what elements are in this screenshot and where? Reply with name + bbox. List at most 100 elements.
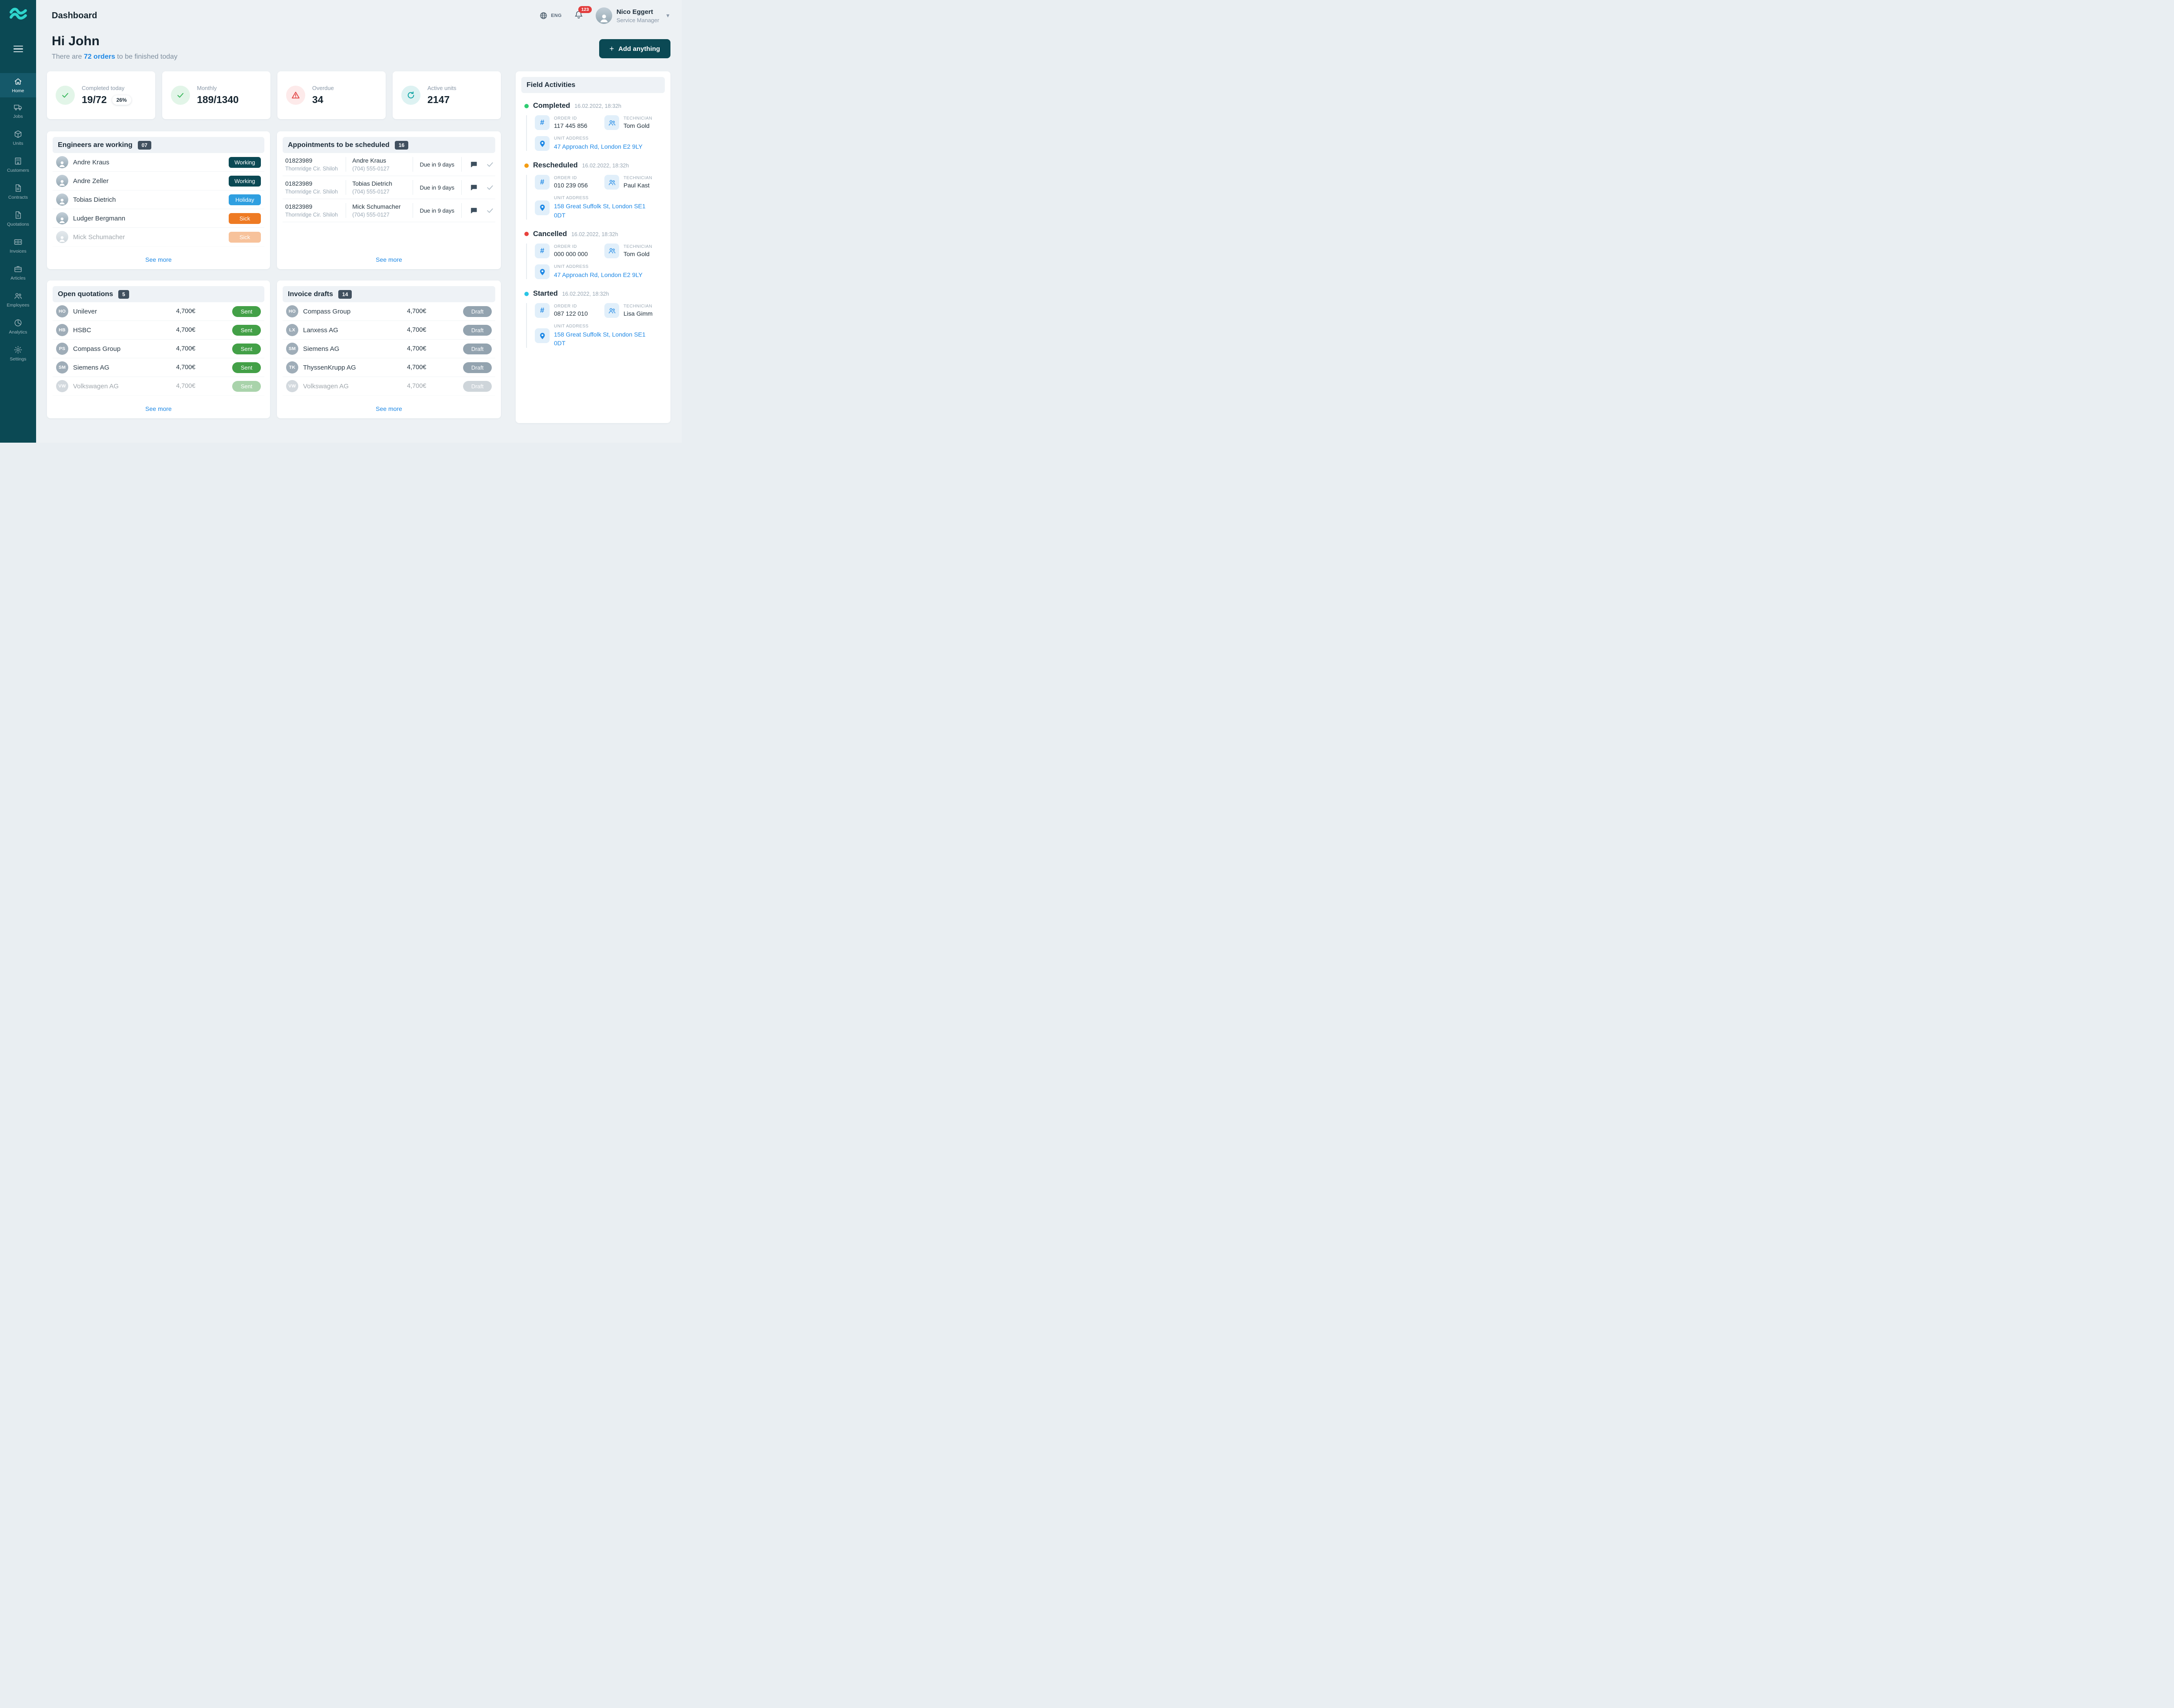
quotation-row[interactable]: HB HSBC 4,700€ Sent (53, 321, 264, 340)
status-badge: Sent (232, 343, 261, 354)
see-more-link[interactable]: See more (145, 405, 172, 412)
chat-icon[interactable] (470, 183, 478, 192)
order-id-value: 117 445 856 (554, 122, 587, 129)
technician-value: Lisa Gimm (624, 310, 653, 317)
sidebar-item-quotations[interactable]: $ Quotations (0, 205, 36, 232)
chat-icon[interactable] (470, 160, 478, 169)
due-label: Due in 9 days (412, 157, 462, 172)
sidebar-item-customers[interactable]: Customers (0, 151, 36, 178)
invoice-row[interactable]: LX Lanxess AG 4,700€ Draft (283, 321, 495, 340)
sidebar-item-analytics[interactable]: Analytics (0, 313, 36, 340)
order-id-icon: # (535, 175, 550, 190)
status-badge: Sent (232, 362, 261, 373)
sidebar-item-label: Home (12, 88, 24, 94)
status-badge: Sent (232, 306, 261, 317)
unit-address-link[interactable]: 158 Great Suffolk St, London SE1 0DT (554, 203, 646, 219)
company-avatar: VW (286, 380, 298, 392)
order-id-value: 010 239 056 (554, 182, 588, 189)
document-icon (15, 184, 21, 192)
company-name: Siemens AG (303, 345, 340, 353)
sidebar-item-label: Customers (7, 168, 29, 173)
avatar (56, 175, 68, 187)
field-activity-started: Started 16.02.2022, 18:32h # ORDER ID 087… (524, 290, 665, 348)
engineer-row[interactable]: Mick Schumacher Sick (53, 228, 264, 247)
sidebar-item-label: Analytics (9, 330, 27, 335)
engineer-row[interactable]: Ludger Bergmann Sick (53, 209, 264, 228)
engineer-row[interactable]: Andre Kraus Working (53, 153, 264, 172)
technician-icon (604, 115, 619, 130)
plus-icon: + (609, 44, 614, 53)
engineer-name: Tobias Dietrich (73, 196, 116, 203)
chevron-down-icon: ▼ (665, 13, 670, 19)
sidebar-item-contracts[interactable]: Contracts (0, 178, 36, 205)
pie-chart-icon (14, 319, 22, 327)
appointment-row[interactable]: 01823989 Thornridge Cir. Shiloh Tobias Di… (283, 176, 495, 199)
check-icon[interactable] (486, 183, 494, 192)
stat-value: 189/1340 (197, 94, 239, 105)
building-icon (15, 157, 21, 165)
notifications-button[interactable]: 123 (574, 6, 592, 22)
check-icon[interactable] (486, 206, 494, 215)
field-label: ORDER ID (554, 176, 577, 181)
quotation-row[interactable]: SM Siemens AG 4,700€ Sent (53, 358, 264, 377)
technician-value: Paul Kast (624, 182, 650, 189)
sidebar-item-home[interactable]: Home (0, 73, 36, 98)
user-menu[interactable]: Nico Eggert Service Manager ▼ (595, 7, 670, 24)
sidebar-item-invoices[interactable]: Invoices (0, 232, 36, 259)
sidebar-item-label: Quotations (7, 222, 29, 227)
customer-name: Tobias Dietrich (352, 180, 393, 187)
appointment-row[interactable]: 01823989 Thornridge Cir. Shiloh Andre Kra… (283, 153, 495, 176)
quotation-row[interactable]: VW Volkswagen AG 4,700€ Sent (53, 377, 264, 396)
stat-value: 34 (312, 94, 323, 105)
bell-icon (574, 11, 583, 18)
quotation-row[interactable]: PS Compass Group 4,700€ Sent (53, 340, 264, 358)
order-id-icon: # (535, 303, 550, 318)
unit-address-link[interactable]: 158 Great Suffolk St, London SE1 0DT (554, 331, 646, 347)
stat-label: Monthly (197, 85, 217, 91)
sidebar-item-units[interactable]: Units (0, 124, 36, 151)
see-more-link[interactable]: See more (145, 256, 172, 263)
check-icon[interactable] (486, 160, 494, 169)
brand-logo[interactable] (9, 6, 27, 24)
panel-title: Field Activities (527, 81, 576, 89)
sidebar-item-articles[interactable]: Articles (0, 259, 36, 286)
engineer-row[interactable]: Andre Zeller Working (53, 172, 264, 190)
see-more-link[interactable]: See more (376, 405, 402, 412)
amount: 4,700€ (176, 308, 196, 315)
sidebar-item-jobs[interactable]: Jobs (0, 97, 36, 124)
invoice-row[interactable]: TK ThyssenKrupp AG 4,700€ Draft (283, 358, 495, 377)
invoice-row[interactable]: SM Siemens AG 4,700€ Draft (283, 340, 495, 358)
sidebar-item-settings[interactable]: Settings (0, 340, 36, 367)
company-name: Unilever (73, 307, 97, 315)
field-label: ORDER ID (554, 116, 577, 121)
add-anything-button[interactable]: + Add anything (599, 39, 670, 58)
location-pin-icon (535, 136, 550, 151)
engineer-name: Andre Zeller (73, 177, 109, 185)
sidebar-item-employees[interactable]: Employees (0, 286, 36, 313)
invoice-row[interactable]: HO Compass Group 4,700€ Draft (283, 302, 495, 321)
unit-address-link[interactable]: 47 Approach Rd, London E2 9LY (554, 271, 643, 278)
engineer-row[interactable]: Tobias Dietrich Holiday (53, 190, 264, 209)
due-label: Due in 9 days (412, 203, 462, 218)
order-id: 01823989 (285, 203, 313, 210)
unit-address-link[interactable]: 47 Approach Rd, London E2 9LY (554, 143, 643, 150)
status-dot (524, 163, 529, 168)
status-badge: Sick (229, 231, 261, 243)
stat-value: 19/72 (82, 94, 107, 105)
invoices-card-header: Invoice drafts 14 (283, 286, 495, 302)
company-avatar: TK (286, 361, 298, 374)
card-title: Engineers are working (58, 141, 133, 149)
activity-time: 16.02.2022, 18:32h (571, 231, 618, 237)
status-badge: Holiday (229, 194, 261, 205)
quotation-row[interactable]: HO Unilever 4,700€ Sent (53, 302, 264, 321)
status-badge: Working (229, 175, 261, 187)
engineers-card: Engineers are working 07 Andre Kraus Wor… (47, 131, 270, 269)
language-selector[interactable]: ENG (539, 11, 562, 20)
order-location: Thornridge Cir. Shiloh (285, 189, 338, 195)
orders-link[interactable]: 72 orders (83, 53, 115, 60)
chat-icon[interactable] (470, 207, 478, 215)
see-more-link[interactable]: See more (376, 256, 402, 263)
invoice-row[interactable]: VW Volkswagen AG 4,700€ Draft (283, 377, 495, 396)
appointment-row[interactable]: 01823989 Thornridge Cir. Shiloh Mick Schu… (283, 199, 495, 222)
menu-hamburger-icon[interactable] (13, 44, 23, 54)
